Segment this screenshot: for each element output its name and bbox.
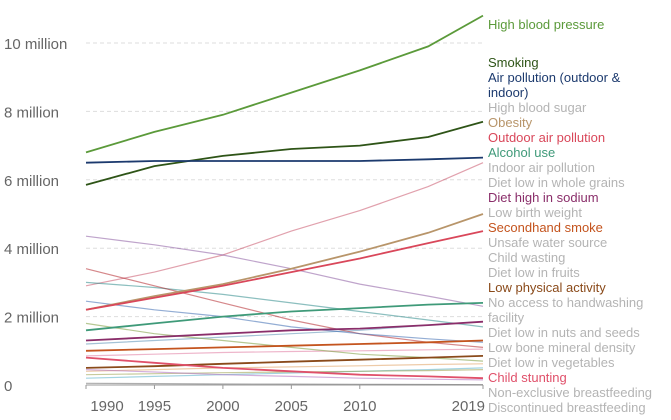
series-line [85,339,484,352]
series-label: Non-exclusive breastfeeding [488,385,652,400]
x-tick-label: 2005 [275,398,308,415]
series-label: Diet low in vegetables [488,355,615,370]
series-label: Low bone mineral density [488,340,636,355]
series-label: Diet low in nuts and seeds [488,325,640,340]
series-label: No access to handwashing facility [488,295,647,325]
series-line [85,162,484,287]
series-line [85,156,484,164]
series-label: Air pollution (outdoor & indoor) [488,70,624,100]
x-axis-ticks: 1990 1995 2000 2005 2010 2019 [85,385,485,415]
series-line [85,355,484,369]
series-line [85,281,484,328]
series-label: Unsafe water source [488,235,607,250]
y-tick-label: 2 million [4,310,59,327]
series-label: Discontinued breastfeeding [488,400,646,415]
series-label: Smoking [488,55,539,70]
series-label: High blood pressure [488,17,604,32]
series-line [85,302,484,332]
series-line [85,14,484,154]
series-label: Outdoor air pollution [488,130,605,145]
y-tick-label: 0 [4,378,12,395]
series-line [85,120,484,186]
y-tick-label: 4 million [4,241,59,258]
series-line [85,356,484,380]
x-tick-label: 1995 [138,398,171,415]
series-label: Child stunting [488,370,567,385]
y-tick-label: 8 million [4,104,59,121]
x-tick-label: 2000 [206,398,239,415]
series-label: Diet low in fruits [488,265,580,280]
series-line [85,300,484,343]
series-label: Low physical activity [488,280,606,295]
series-line [85,363,484,372]
series-label: Diet high in sodium [488,190,599,205]
series-line [85,230,484,311]
series-lines [85,14,484,386]
series-label: Child wasting [488,250,565,265]
series-line [85,213,484,311]
series-label: Low birth weight [488,205,582,220]
series-line [85,369,484,381]
series-label: Diet low in whole grains [488,175,625,190]
series-line [85,320,484,342]
y-axis-ticks: 0 2 million 4 million 6 million 8 million 10 … [4,36,67,395]
series-line [85,235,484,307]
series-label: High blood sugar [488,100,587,115]
series-line [85,367,484,379]
x-tick-label: 2010 [343,398,376,415]
y-tick-label: 6 million [4,173,59,190]
series-line [85,268,484,348]
x-tick-label: 1990 [90,398,123,415]
series-label: Alcohol use [488,145,555,160]
series-label: Secondhand smoke [488,220,603,235]
series-label: Indoor air pollution [488,160,595,175]
series-label: Obesity [488,115,533,130]
x-tick-label: 2019 [452,398,485,415]
y-tick-label: 10 million [4,36,67,53]
series-line [85,348,484,357]
series-line [85,382,484,386]
